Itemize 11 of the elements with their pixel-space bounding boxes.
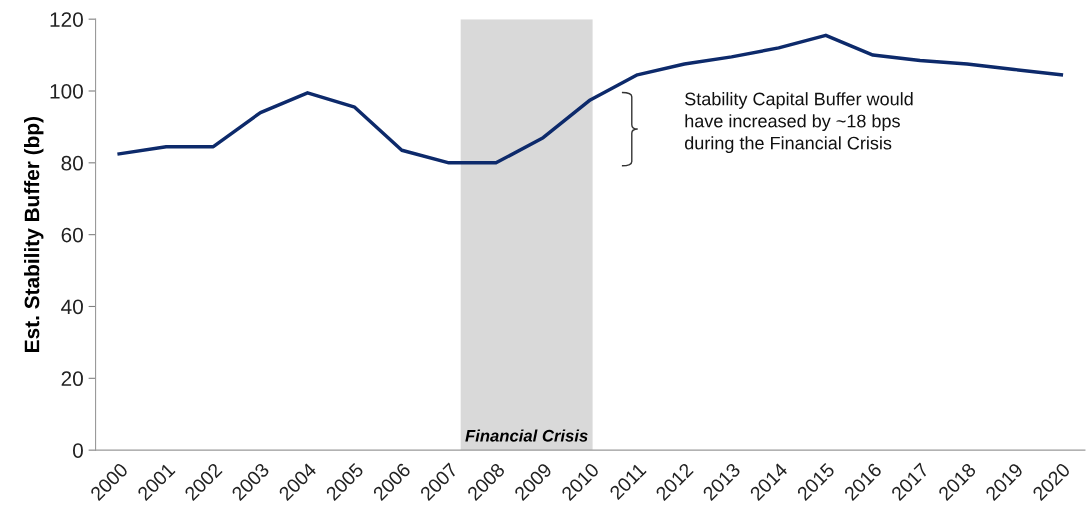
y-tick-label: 100 [50, 84, 83, 99]
annotation: Stability Capital Buffer would have increased by ~18 bps during the Financial Crisis [684, 92, 913, 154]
y-tick-label: 60 [61, 227, 83, 243]
y-tick-label: 20 [61, 371, 83, 387]
line-series [117, 33, 1064, 165]
y-axis-title: Est. Stability Buffer (bp) [24, 117, 44, 352]
y-tick-label: 40 [61, 299, 83, 315]
band-label: Financial Crisis [465, 429, 588, 442]
y-tick-label: 80 [61, 155, 83, 171]
y-tick-label: 120 [50, 12, 83, 27]
y-tick-label: 0 [72, 443, 83, 458]
